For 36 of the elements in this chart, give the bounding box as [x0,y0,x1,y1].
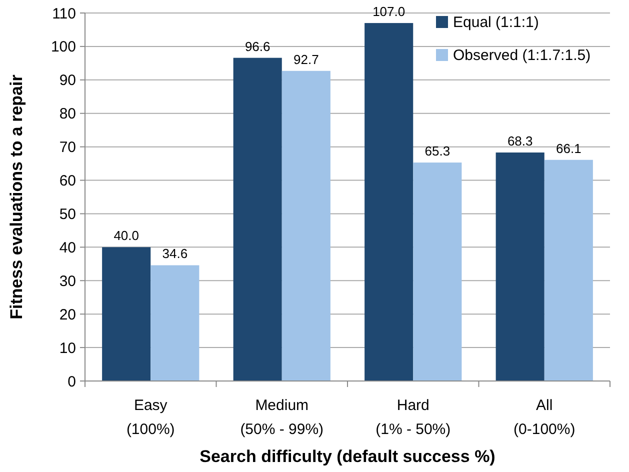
data-label: 40.0 [114,228,139,244]
bar [413,162,462,381]
x-tick-label: Hard (1% - 50%) [376,397,451,438]
data-label: 66.1 [556,140,582,156]
y-tick-label: 10 [59,340,76,357]
y-tick-label: 110 [52,5,76,22]
y-tick-label: 90 [59,72,76,90]
data-label: 34.6 [162,246,188,262]
bar [496,152,544,381]
bar [102,247,151,381]
x-tick-label: All (0-100%) [514,397,576,438]
y-axis-title: Fitness evaluations to a repair [7,74,26,320]
bar [282,70,330,381]
y-tick-label: 80 [59,106,76,123]
y-tick-label: 40 [59,239,76,256]
y-tick-label: 20 [59,306,76,324]
x-axis-title: Search difficulty (default success %) [200,447,496,466]
data-label: 65.3 [424,144,450,159]
y-tick-label: 50 [59,206,76,223]
legend-label: Equal (1:1:1) [453,14,539,31]
y-tick-label: 100 [50,38,76,56]
y-tick-label: 30 [59,272,76,290]
y-tick-label: 70 [59,139,76,156]
bar [233,58,282,381]
data-label: 107.0 [372,4,406,20]
y-tick-label: 0 [68,373,76,390]
data-label: 92.7 [294,52,319,67]
bar [150,265,200,381]
x-tick-label: Medium (50% - 99%) [240,397,324,438]
data-label: 96.6 [244,38,270,54]
y-tick-label: 60 [59,172,76,190]
bar [364,23,414,381]
x-tick-label: Easy (100%) [126,397,175,438]
legend-label: Observed (1:1.7:1.5) [453,47,591,64]
bar [544,160,593,381]
data-label: 68.3 [507,134,533,149]
